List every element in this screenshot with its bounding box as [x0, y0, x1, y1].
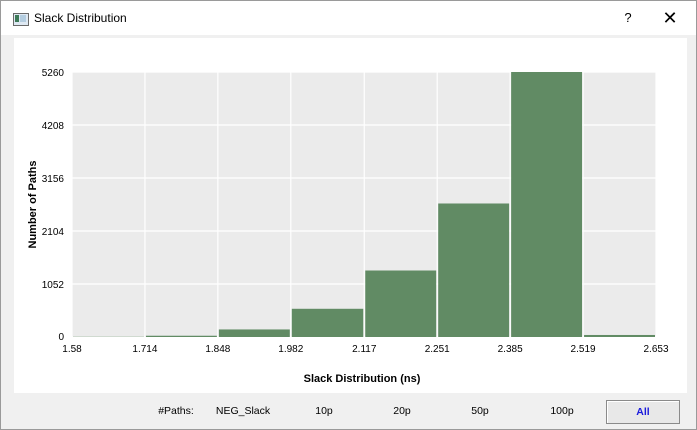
- x-tick-label: 2.519: [571, 344, 596, 355]
- x-axis-ticks: 1.58 1.714 1.848 1.982 2.117 2.251 2.385 2.519 2…: [62, 344, 669, 355]
- neg-slack-button[interactable]: NEG_Slack: [215, 405, 271, 417]
- 100p-button[interactable]: 100p: [550, 405, 574, 417]
- app-icon: [13, 13, 29, 26]
- all-button[interactable]: All: [606, 400, 680, 424]
- path-filter-bar: #Paths: NEG_Slack 10p 20p 50p 100p All: [1, 393, 696, 429]
- paths-label: #Paths:: [158, 405, 194, 417]
- 10p-button[interactable]: 10p: [315, 405, 333, 417]
- histogram-bar: [218, 329, 290, 337]
- y-tick-label: 0: [58, 332, 64, 343]
- y-tick-label: 3156: [42, 174, 65, 185]
- x-tick-label: 1.58: [62, 344, 82, 355]
- histogram-bar: [584, 334, 655, 337]
- y-tick-label: 5260: [42, 68, 65, 79]
- close-button[interactable]: ✕: [662, 8, 678, 28]
- x-tick-label: 1.714: [132, 344, 157, 355]
- histogram-bar: [438, 203, 510, 337]
- x-tick-label: 1.982: [278, 344, 303, 355]
- y-tick-label: 2104: [42, 227, 65, 238]
- histogram-bar: [145, 335, 217, 337]
- chart-panel: 0 1052 2104 3156 4208 5260 1.58 1.714 1.848 1.98…: [14, 38, 687, 393]
- slack-histogram-chart: 0 1052 2104 3156 4208 5260 1.58 1.714 1.848 1.98…: [27, 68, 669, 385]
- x-tick-label: 2.653: [643, 344, 668, 355]
- title-bar: Slack Distribution ? ✕: [1, 1, 696, 35]
- x-axis-label: Slack Distribution (ns): [304, 373, 421, 385]
- x-tick-label: 2.251: [425, 344, 450, 355]
- histogram-bar: [365, 270, 437, 337]
- histogram-bars: [73, 72, 655, 337]
- help-button[interactable]: ?: [624, 10, 632, 25]
- 20p-button[interactable]: 20p: [393, 405, 411, 417]
- x-tick-label: 1.848: [205, 344, 230, 355]
- y-axis-label: Number of Paths: [27, 160, 39, 248]
- y-tick-label: 4208: [42, 121, 65, 132]
- x-tick-label: 2.385: [498, 344, 523, 355]
- 50p-button[interactable]: 50p: [471, 405, 489, 417]
- x-tick-label: 2.117: [352, 344, 377, 355]
- window-title: Slack Distribution: [34, 11, 127, 25]
- y-axis-ticks: 0 1052 2104 3156 4208 5260: [42, 68, 65, 343]
- histogram-bar: [291, 308, 364, 337]
- histogram-bar: [511, 72, 583, 337]
- y-tick-label: 1052: [42, 280, 65, 291]
